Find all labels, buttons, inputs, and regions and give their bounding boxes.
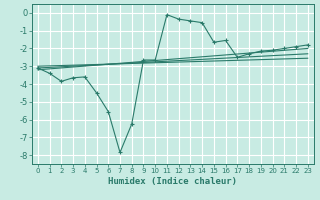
X-axis label: Humidex (Indice chaleur): Humidex (Indice chaleur) bbox=[108, 177, 237, 186]
